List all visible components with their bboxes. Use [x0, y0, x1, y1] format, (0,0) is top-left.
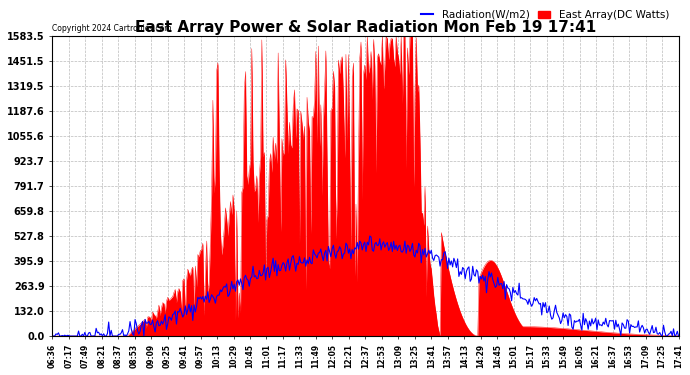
- Title: East Array Power & Solar Radiation Mon Feb 19 17:41: East Array Power & Solar Radiation Mon F…: [135, 20, 596, 35]
- Legend: Radiation(W/m2), East Array(DC Watts): Radiation(W/m2), East Array(DC Watts): [417, 6, 673, 24]
- Text: Copyright 2024 Cartronics.com: Copyright 2024 Cartronics.com: [52, 24, 172, 33]
